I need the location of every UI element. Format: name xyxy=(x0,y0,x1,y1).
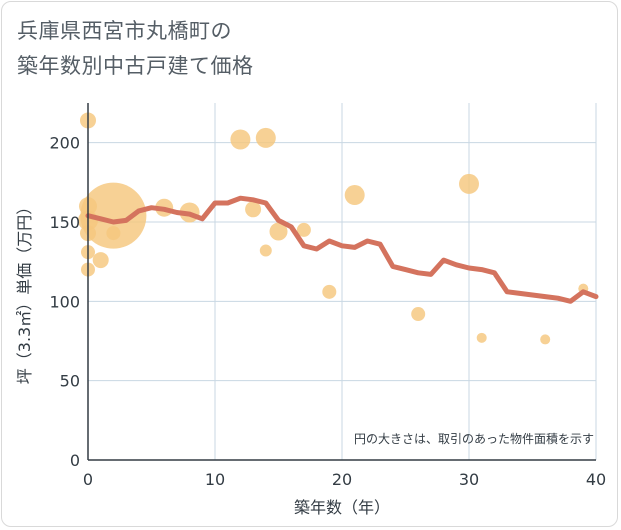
bubble-point-15 xyxy=(269,222,288,241)
y-tick-label-150: 150 xyxy=(49,213,80,232)
bubble-point-16 xyxy=(296,222,311,237)
tick-labels: 0 50 100 150 200 0 10 20 30 40 xyxy=(49,134,606,489)
bubble-size-note: 円の大きさは、取引のあった物件面積を示す xyxy=(354,431,594,446)
bubble-point-20 xyxy=(459,173,479,194)
y-axis-label: 坪（3.3㎡）単価（万円） xyxy=(15,199,34,384)
bubble-point-11 xyxy=(230,129,251,150)
x-tick-label-0: 0 xyxy=(83,470,93,489)
bubble-point-22 xyxy=(540,334,551,345)
trend-line-layer xyxy=(85,195,599,304)
bubble-point-17 xyxy=(322,284,337,299)
x-tick-label-10: 10 xyxy=(205,470,225,489)
bubble-point-8 xyxy=(106,226,121,241)
bubble-point-21 xyxy=(476,332,487,343)
bubble-layer xyxy=(78,112,589,345)
bubble-point-13 xyxy=(255,127,276,148)
chart-title-line-2: 築年数別中古戸建て価格 xyxy=(17,54,254,78)
chart-title: 兵庫県西宮市丸橋町の 築年数別中古戸建て価格 xyxy=(17,14,254,84)
x-tick-label-40: 40 xyxy=(586,470,606,489)
bubble-point-14 xyxy=(259,244,272,257)
y-tick-label-50: 50 xyxy=(60,372,80,391)
y-tick-label-100: 100 xyxy=(49,292,80,311)
x-tick-label-20: 20 xyxy=(332,470,352,489)
trend-line xyxy=(85,195,599,304)
grid-lines xyxy=(88,103,597,460)
y-tick-label-200: 200 xyxy=(49,134,80,153)
x-axis-label: 築年数（年） xyxy=(294,498,390,517)
bubble-point-12 xyxy=(245,201,262,218)
x-tick-label-30: 30 xyxy=(459,470,479,489)
bubble-point-6 xyxy=(92,252,109,269)
chart-title-line-1: 兵庫県西宮市丸橋町の xyxy=(17,19,232,43)
bubble-point-18 xyxy=(344,185,365,206)
bubble-point-7 xyxy=(80,182,147,249)
y-tick-label-0: 0 xyxy=(70,451,80,470)
bubble-point-19 xyxy=(411,307,426,322)
axes xyxy=(87,103,596,461)
